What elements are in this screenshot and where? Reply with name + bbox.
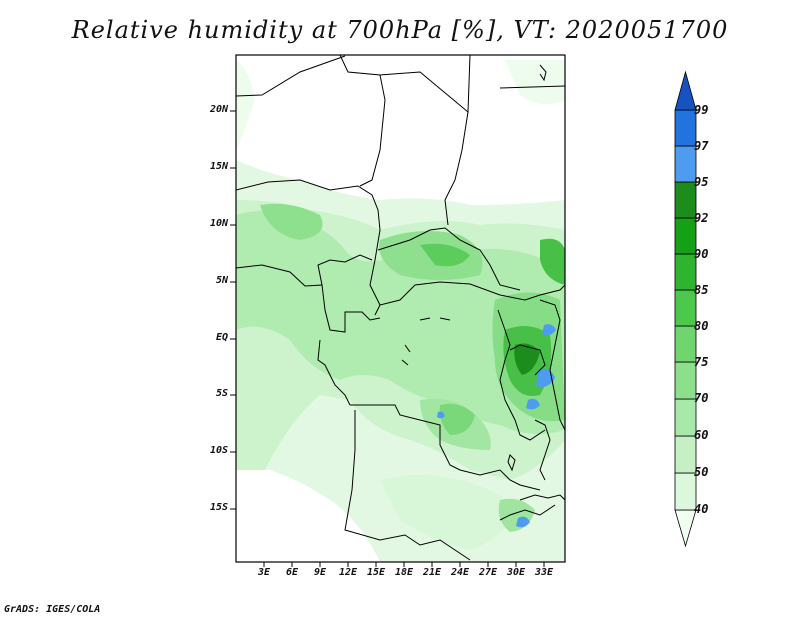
lon-label-21e: 21E [422,567,442,578]
lon-label-30e: 30E [506,567,526,578]
colorbar-box-60 [674,398,697,437]
axis-ticks [230,110,545,567]
colorbar-box-92 [674,181,697,219]
chart-title: Relative humidity at 700hPa [%], VT: 202… [71,16,729,44]
lat-label-5n: 5N [215,275,228,286]
lat-label-5s: 5S [215,388,228,399]
colorbar-box-75 [674,325,697,363]
coastlines-borders [236,55,565,561]
colorbar-box-70 [674,361,697,400]
lat-label-20n: 20N [209,104,228,115]
grads-credit: GrADS: IGES/COLA [4,604,101,615]
colorbar-label-95: 95 [694,175,709,189]
colorbar-label-70: 70 [694,391,709,405]
colorbar-label-80: 80 [694,319,709,333]
colorbar-label-85: 85 [694,283,709,297]
lat-label-10n: 10N [209,218,228,229]
lat-label-eq: EQ [215,332,228,343]
colorbar-label-90: 90 [694,247,709,261]
colorbar-box-97 [674,109,697,147]
lon-label-24e: 24E [450,567,470,578]
lon-label-33e: 33E [534,567,554,578]
lon-label-6e: 6E [285,567,299,578]
colorbar-arrow-high [674,70,697,111]
lon-label-9e: 9E [313,567,327,578]
colorbar-box-95 [674,145,697,183]
colorbar-arrow-low [674,509,697,548]
colorbar-box-85 [674,253,697,291]
colorbar-box-40 [674,472,697,511]
colorbar-box-50 [674,435,697,474]
colorbar-label-75: 75 [694,355,709,369]
lat-label-15s: 15S [209,502,228,513]
humidity-field [236,55,565,562]
colorbar [674,70,697,548]
lon-label-15e: 15E [366,567,386,578]
colorbar-label-50: 50 [694,465,709,479]
map-frame-border [235,54,566,563]
lat-label-15n: 15N [209,161,228,172]
lon-label-12e: 12E [338,567,358,578]
colorbar-box-80 [674,289,697,327]
colorbar-label-92: 92 [694,211,709,225]
colorbar-label-40: 40 [694,502,709,516]
lon-label-18e: 18E [394,567,414,578]
colorbar-label-97: 97 [694,139,709,153]
lat-label-10s: 10S [209,445,228,456]
lon-label-27e: 27E [478,567,498,578]
lon-label-3e: 3E [257,567,271,578]
colorbar-label-99: 99 [694,103,709,117]
colorbar-label-60: 60 [694,428,709,442]
colorbar-box-90 [674,217,697,255]
